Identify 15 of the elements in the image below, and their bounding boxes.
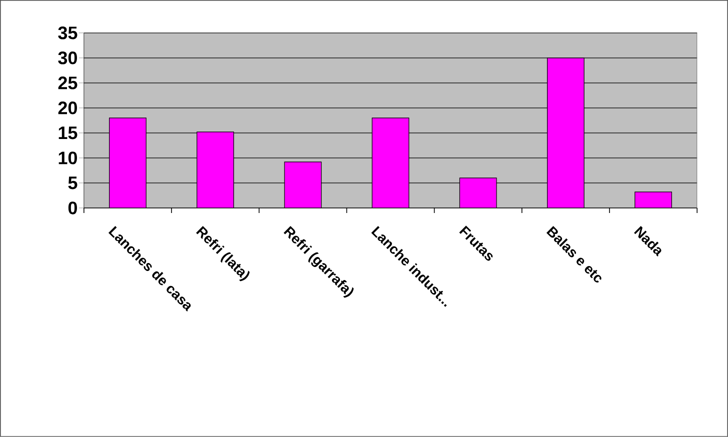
bar — [109, 118, 146, 208]
bar — [459, 178, 497, 208]
y-tick-label: 20 — [58, 102, 77, 114]
y-tick-label: 30 — [58, 52, 77, 64]
y-tick-label: 25 — [58, 76, 78, 90]
bar — [196, 132, 234, 208]
bar — [372, 118, 410, 208]
y-tick-label: 5 — [68, 176, 78, 190]
y-tick-label: 0 — [68, 202, 77, 214]
y-tick-label: 35 — [58, 26, 78, 40]
bar — [284, 162, 322, 208]
y-tick-label: 10 — [58, 152, 77, 164]
bar — [634, 192, 672, 208]
y-tick-label: 15 — [58, 126, 78, 140]
bar — [547, 58, 584, 208]
